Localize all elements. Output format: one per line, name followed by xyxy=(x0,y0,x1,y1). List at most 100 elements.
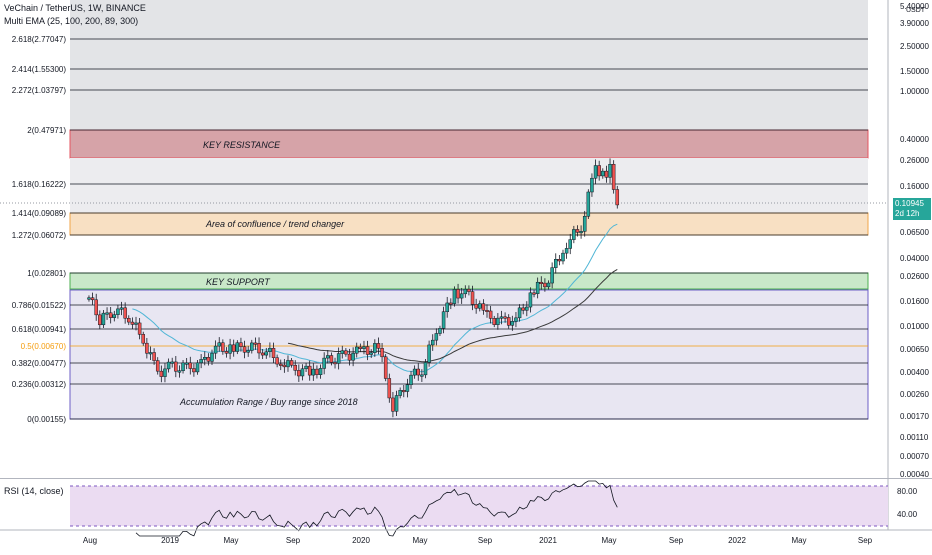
candle-down[interactable] xyxy=(137,322,142,335)
candle-down[interactable] xyxy=(506,317,511,326)
candle-up[interactable] xyxy=(322,357,326,369)
candle-up[interactable] xyxy=(459,293,464,299)
candle-down[interactable] xyxy=(282,364,287,368)
candle-up[interactable] xyxy=(166,361,171,370)
candle-down[interactable] xyxy=(347,353,352,361)
candle-up[interactable] xyxy=(213,345,218,354)
candle-up[interactable] xyxy=(101,312,106,326)
candle-down[interactable] xyxy=(456,289,460,299)
candle-up[interactable] xyxy=(246,350,250,353)
candle-up[interactable] xyxy=(535,281,540,294)
candle-up[interactable] xyxy=(286,360,290,368)
candle-down[interactable] xyxy=(488,310,493,319)
candle-up[interactable] xyxy=(203,357,207,360)
candle-up[interactable] xyxy=(336,353,341,364)
candle-down[interactable] xyxy=(391,397,395,412)
candle-up[interactable] xyxy=(546,282,551,288)
candle-down[interactable] xyxy=(275,357,279,365)
candle-down[interactable] xyxy=(253,342,258,345)
candle-up[interactable] xyxy=(528,292,533,308)
candle-down[interactable] xyxy=(333,362,337,365)
candle-down[interactable] xyxy=(260,352,265,356)
candle-down[interactable] xyxy=(155,360,160,372)
candle-up[interactable] xyxy=(170,361,174,364)
candle-up[interactable] xyxy=(579,231,583,234)
candle-up[interactable] xyxy=(318,368,323,375)
candle-down[interactable] xyxy=(141,334,145,344)
candle-down[interactable] xyxy=(449,302,453,305)
candle-down[interactable] xyxy=(307,365,312,376)
candle-up[interactable] xyxy=(510,321,515,326)
candle-down[interactable] xyxy=(539,281,544,284)
candle-up[interactable] xyxy=(452,289,457,304)
candle-down[interactable] xyxy=(532,292,536,295)
candle-down[interactable] xyxy=(221,342,225,352)
candle-up[interactable] xyxy=(564,248,569,254)
candle-up[interactable] xyxy=(517,307,522,319)
candle-up[interactable] xyxy=(148,352,153,355)
candle-up[interactable] xyxy=(463,288,468,295)
candle-up[interactable] xyxy=(608,164,612,178)
candle-up[interactable] xyxy=(362,346,366,349)
candle-up[interactable] xyxy=(586,191,591,217)
candle-down[interactable] xyxy=(329,355,334,363)
candle-down[interactable] xyxy=(416,368,421,376)
candle-up[interactable] xyxy=(478,303,482,309)
candle-up[interactable] xyxy=(554,259,558,268)
candle-up[interactable] xyxy=(593,165,598,179)
candle-down[interactable] xyxy=(492,318,496,325)
candle-up[interactable] xyxy=(405,384,410,392)
candle-down[interactable] xyxy=(257,343,261,354)
candle-down[interactable] xyxy=(289,360,294,366)
candle-down[interactable] xyxy=(123,307,127,319)
candle-down[interactable] xyxy=(174,361,178,372)
candle-down[interactable] xyxy=(145,342,149,354)
candle-up[interactable] xyxy=(398,390,402,396)
candle-down[interactable] xyxy=(278,363,283,366)
candle-up[interactable] xyxy=(496,317,500,325)
candle-down[interactable] xyxy=(543,282,547,288)
candle-down[interactable] xyxy=(231,344,236,352)
candle-up[interactable] xyxy=(434,333,439,341)
candle-down[interactable] xyxy=(402,390,406,393)
candle-up[interactable] xyxy=(217,342,221,347)
candle-up[interactable] xyxy=(525,306,529,311)
candle-up[interactable] xyxy=(210,352,214,362)
candle-up[interactable] xyxy=(304,365,308,370)
candle-down[interactable] xyxy=(127,318,131,323)
candle-down[interactable] xyxy=(130,321,135,325)
candle-up[interactable] xyxy=(430,339,435,346)
candle-up[interactable] xyxy=(112,314,117,318)
candle-down[interactable] xyxy=(152,352,156,361)
candle-up[interactable] xyxy=(572,229,576,240)
price-axis[interactable]: 5.40000 3.90000 2.50000 1.50000 1.00000 0.400… xyxy=(900,2,929,479)
candle-down[interactable] xyxy=(485,310,489,313)
time-axis[interactable]: Aug 2019 May Sep 2020 May Sep 2021 May Sep 2022 May… xyxy=(83,536,873,545)
candle-down[interactable] xyxy=(380,348,384,358)
candle-down[interactable] xyxy=(503,316,507,319)
candle-down[interactable] xyxy=(344,350,348,355)
candle-down[interactable] xyxy=(358,346,363,349)
candle-up[interactable] xyxy=(409,374,413,386)
candle-up[interactable] xyxy=(340,350,345,354)
candle-up[interactable] xyxy=(268,347,272,352)
candle-down[interactable] xyxy=(611,164,616,190)
candle-down[interactable] xyxy=(271,347,276,358)
candle-down[interactable] xyxy=(376,343,381,349)
candle-down[interactable] xyxy=(206,357,211,362)
candle-up[interactable] xyxy=(177,370,182,373)
candle-up[interactable] xyxy=(394,395,399,412)
candle-down[interactable] xyxy=(521,307,525,311)
candle-down[interactable] xyxy=(297,370,301,377)
candle-down[interactable] xyxy=(597,165,601,177)
candle-down[interactable] xyxy=(188,362,193,369)
candle-up[interactable] xyxy=(326,355,330,359)
candle-up[interactable] xyxy=(181,362,185,371)
candle-up[interactable] xyxy=(427,344,431,363)
candle-up[interactable] xyxy=(300,368,305,377)
candle-up[interactable] xyxy=(235,342,240,352)
candle-up[interactable] xyxy=(550,267,554,284)
rsi-label[interactable]: RSI (14, close) xyxy=(4,486,64,496)
